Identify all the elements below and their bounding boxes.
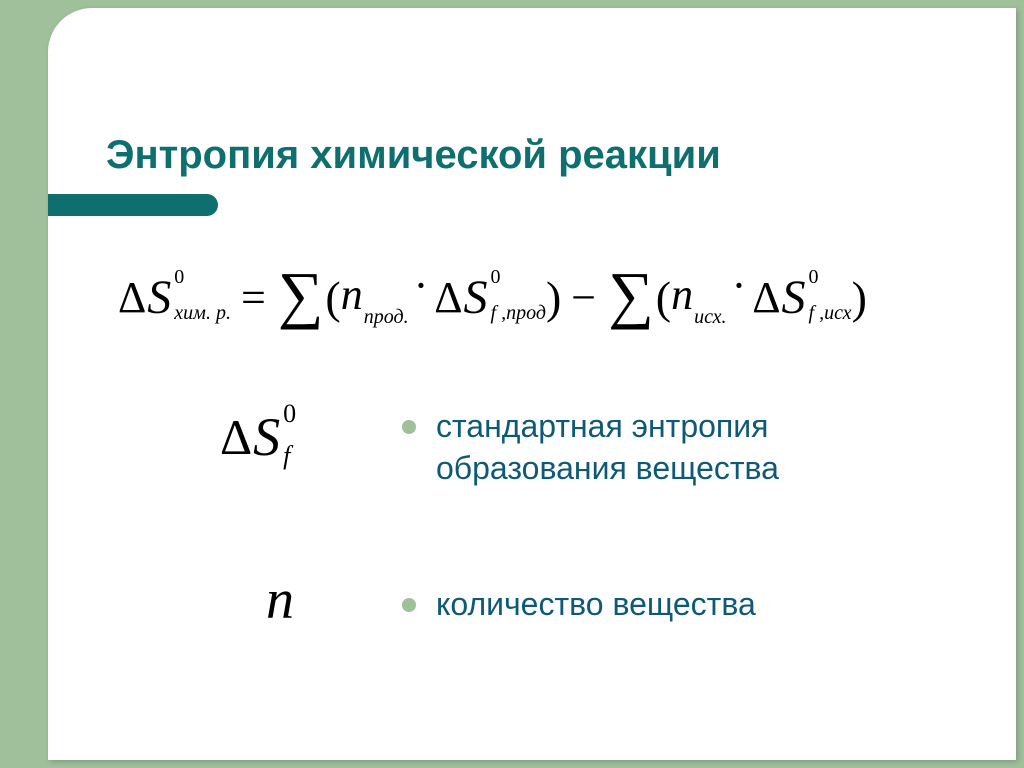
legend-text-amount: количество вещества [436,584,956,626]
title-block: Энтропия химической реакции [106,132,976,178]
equals-sign: = [231,272,276,323]
legend-text-entropy: стандартная энтропия образования веществ… [436,406,956,489]
delta-s-f-products: Δ S 0 f ,прод [434,270,546,325]
bullet-icon [402,598,416,612]
minus-sign: − [561,272,606,323]
entropy-formula: Δ S 0 хим. р. = ∑ ( nпрод. · Δ S 0 f ,пр… [118,252,976,342]
legend-symbol-delta-s-f: Δ S 0 f [220,406,296,468]
bullet-icon [402,420,416,434]
delta-s-f-reactants: Δ S 0 f ,исх [752,270,851,325]
slide-card: Энтропия химической реакции Δ S 0 хим. р… [48,8,1016,760]
n-products: nпрод. [341,269,408,325]
title-underline-bar [48,194,218,216]
n-reactants: nисх. [671,269,726,325]
legend-symbol-n: n [266,568,294,632]
slide-title: Энтропия химической реакции [106,132,976,178]
delta-s-reaction: Δ S 0 хим. р. [118,270,231,325]
